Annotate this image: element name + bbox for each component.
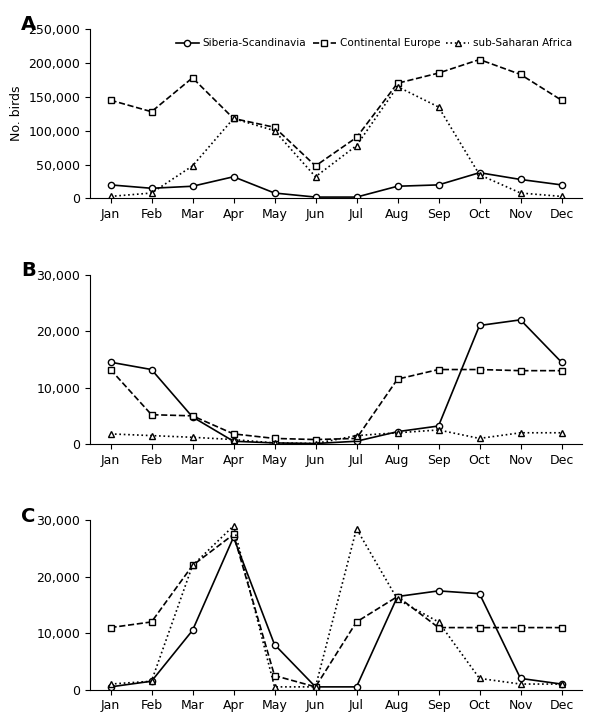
Siberia-Scandinavia — [476, 168, 483, 177]
sub-Saharan Africa — [435, 102, 442, 111]
Text: B: B — [21, 261, 36, 280]
sub-Saharan Africa — [476, 171, 483, 179]
Siberia-Scandinavia — [435, 181, 442, 189]
Continental Europe — [558, 96, 565, 105]
Siberia-Scandinavia — [558, 181, 565, 189]
Continental Europe — [435, 69, 442, 78]
Line: Siberia-Scandinavia: Siberia-Scandinavia — [107, 170, 565, 200]
sub-Saharan Africa — [517, 189, 524, 197]
Line: Continental Europe: Continental Europe — [107, 57, 565, 169]
Siberia-Scandinavia — [394, 182, 401, 191]
Continental Europe — [312, 162, 319, 171]
sub-Saharan Africa — [312, 172, 319, 181]
Continental Europe — [107, 96, 114, 105]
sub-Saharan Africa — [558, 192, 565, 201]
Siberia-Scandinavia — [312, 192, 319, 201]
Continental Europe — [230, 114, 237, 123]
sub-Saharan Africa — [189, 162, 196, 171]
Continental Europe — [271, 123, 278, 131]
Legend: Siberia-Scandinavia, Continental Europe, sub-Saharan Africa: Siberia-Scandinavia, Continental Europe,… — [172, 34, 577, 52]
Text: A: A — [21, 15, 36, 35]
Siberia-Scandinavia — [353, 192, 360, 201]
Continental Europe — [517, 70, 524, 79]
Siberia-Scandinavia — [271, 189, 278, 197]
Continental Europe — [189, 73, 196, 82]
Siberia-Scandinavia — [230, 172, 237, 181]
sub-Saharan Africa — [353, 142, 360, 150]
Continental Europe — [148, 107, 155, 116]
sub-Saharan Africa — [148, 189, 155, 197]
Siberia-Scandinavia — [517, 175, 524, 184]
sub-Saharan Africa — [394, 82, 401, 91]
Siberia-Scandinavia — [189, 182, 196, 191]
Y-axis label: No. birds: No. birds — [10, 86, 23, 142]
Continental Europe — [353, 133, 360, 142]
Line: sub-Saharan Africa: sub-Saharan Africa — [107, 83, 565, 200]
Continental Europe — [476, 55, 483, 64]
Text: C: C — [21, 507, 35, 526]
sub-Saharan Africa — [107, 192, 114, 201]
Siberia-Scandinavia — [148, 184, 155, 192]
sub-Saharan Africa — [230, 114, 237, 123]
sub-Saharan Africa — [271, 126, 278, 135]
Continental Europe — [394, 79, 401, 88]
Siberia-Scandinavia — [107, 181, 114, 189]
